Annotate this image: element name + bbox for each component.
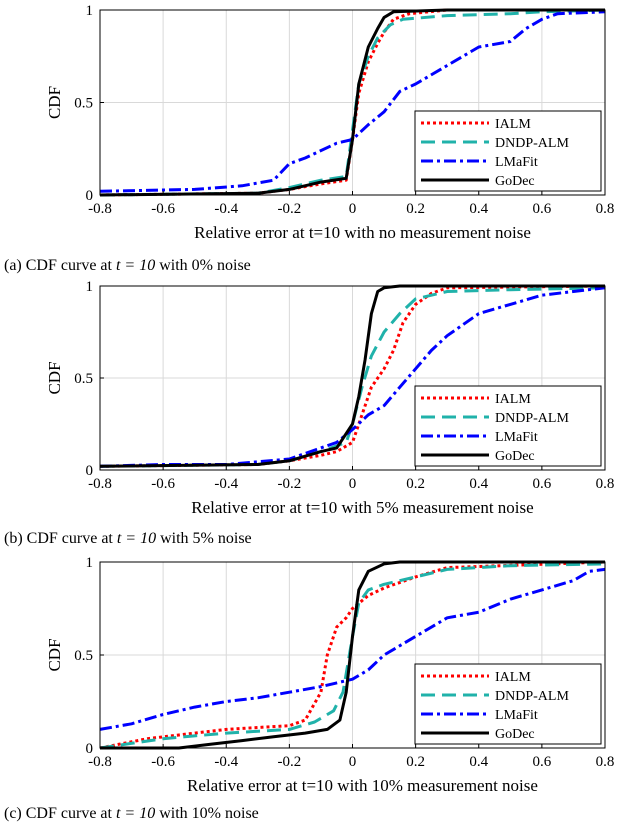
caption-c-math: t = 10 [115,805,156,822]
caption-c-pre: (c) CDF curve at [4,805,116,822]
caption-b-pre: (b) CDF curve at [4,530,117,547]
caption-b-math: t = 10 [116,530,157,547]
legend: IALM DNDP-ALM LMaFit GoDec [414,110,602,192]
legend-label-lmafit: LMaFit [495,708,538,723]
caption-a-pre: (a) CDF curve at [4,257,116,274]
caption-c-post: with 10% noise [155,805,259,822]
series-line-godec [100,560,605,750]
x-axis-label: Relative error at t=10 with 10% measurem… [187,776,538,795]
chart-b: -0.8 -0.6 -0.4 -0.2 0 0.2 0.4 0.6 0.8 0 0.5 1 Relati… [45,279,614,517]
x-tick-label: -0.8 [88,201,112,217]
caption-a-post: with 0% noise [155,257,251,274]
y-tick-label: 0 [86,188,94,204]
series-line-lmafit [99,286,606,468]
x-tick-label: -0.8 [88,754,112,770]
caption-a-math: t = 10 [115,257,156,274]
legend-label-dndp-alm: DNDP-ALM [495,136,569,151]
chart-c: -0.8 -0.6 -0.4 -0.2 0 0.2 0.4 0.6 0.8 0 0.5 1 Relati… [45,555,614,795]
legend-label-ialm: IALM [495,392,531,407]
caption-a: (a) CDF curve at t = 10 with 0% noise [4,257,251,275]
x-tick-label: 0 [349,201,357,217]
series-line-lmafit [99,10,606,193]
legend-label-ialm: IALM [495,117,531,132]
y-tick-label: 1 [86,3,94,19]
caption-c: (c) CDF curve at t = 10 with 10% noise [4,805,259,823]
x-tick-label: -0.4 [214,201,238,217]
y-tick-label: 0.5 [74,96,93,112]
legend-label-godec: GoDec [495,174,535,189]
y-axis-label: CDF [45,638,64,671]
caption-b: (b) CDF curve at t = 10 with 5% noise [4,530,252,548]
x-tick-label: 0 [349,476,357,492]
y-tick-label: 0 [86,741,94,757]
x-axis-label: Relative error at t=10 with 5% measureme… [191,498,533,517]
legend-label-lmafit: LMaFit [495,155,538,170]
y-tick-label: 1 [86,555,94,571]
x-tick-label: 0.6 [533,476,552,492]
series-line-lmafit [99,567,606,731]
y-tick-label: 0 [86,463,94,479]
x-tick-label: -0.2 [278,201,302,217]
x-tick-label: -0.6 [151,476,175,492]
x-tick-label: 0.4 [469,476,488,492]
legend: IALM DNDP-ALM LMaFit GoDec [414,385,602,467]
legend-label-ialm: IALM [495,670,531,685]
legend-label-lmafit: LMaFit [495,430,538,445]
caption-b-post: with 5% noise [156,530,252,547]
x-tick-label: -0.8 [88,476,112,492]
x-tick-label: -0.2 [278,476,302,492]
x-tick-label: -0.4 [214,476,238,492]
y-tick-label: 1 [86,279,94,295]
legend-label-godec: GoDec [495,727,535,742]
legend: IALM DNDP-ALM LMaFit GoDec [414,663,602,745]
x-tick-label: -0.6 [151,201,175,217]
x-axis-label: Relative error at t=10 with no measureme… [194,223,531,242]
x-tick-label: -0.6 [151,754,175,770]
x-tick-label: 0.8 [596,754,615,770]
x-tick-label: 0.4 [469,754,488,770]
x-tick-label: 0 [349,754,357,770]
x-tick-label: -0.2 [278,754,302,770]
x-tick-label: 0.4 [469,201,488,217]
x-tick-label: 0.8 [596,201,615,217]
legend-label-godec: GoDec [495,449,535,464]
legend-label-dndp-alm: DNDP-ALM [495,689,569,704]
x-tick-label: 0.2 [406,201,425,217]
x-tick-label: 0.8 [596,476,615,492]
x-tick-label: 0.2 [406,754,425,770]
chart-a: -0.8 -0.6 -0.4 -0.2 0 0.2 0.4 0.6 0.8 0 0.5 1 Relati… [45,3,614,242]
x-tick-label: 0.2 [406,476,425,492]
y-axis-label: CDF [45,86,64,119]
y-tick-label: 0.5 [74,648,93,664]
x-tick-label: -0.4 [214,754,238,770]
series-line-dndp-alm [99,8,606,197]
series-line-godec [99,8,605,197]
x-tick-label: 0.6 [533,201,552,217]
y-axis-label: CDF [45,361,64,394]
legend-label-dndp-alm: DNDP-ALM [495,411,569,426]
x-tick-label: 0.6 [533,754,552,770]
series-line-ialm [99,560,606,750]
y-tick-label: 0.5 [74,371,93,387]
